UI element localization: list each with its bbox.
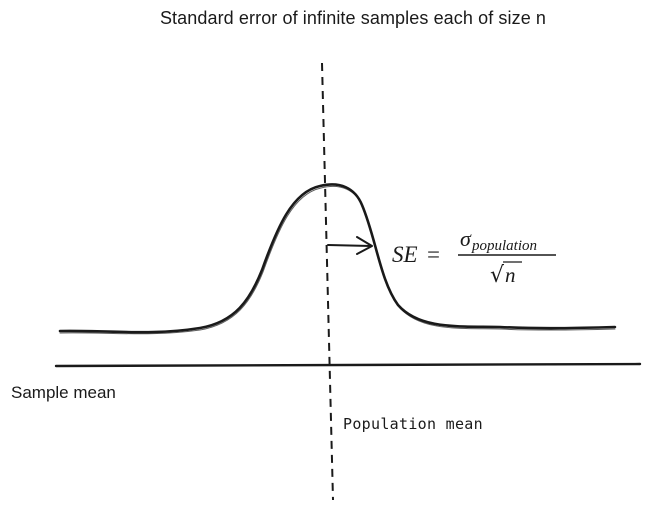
formula-equals: =	[427, 242, 440, 267]
distribution-curve-shadow	[59, 185, 616, 335]
x-axis-label: Sample mean	[11, 383, 116, 402]
formula-lhs: SE	[392, 242, 418, 267]
horizontal-axis	[54, 362, 642, 368]
standard-error-arrow	[327, 236, 373, 255]
standard-error-formula: SE = σ population √ n	[392, 226, 556, 288]
formula-subscript: population	[471, 238, 537, 254]
population-mean-line	[321, 62, 334, 501]
diagram-title: Standard error of infinite samples each …	[159, 8, 547, 28]
formula-radical: √	[490, 263, 505, 288]
formula-sigma: σ	[460, 226, 472, 251]
population-mean-label: Population mean	[343, 415, 483, 433]
distribution-curve	[58, 183, 617, 334]
formula-n: n	[505, 263, 516, 287]
